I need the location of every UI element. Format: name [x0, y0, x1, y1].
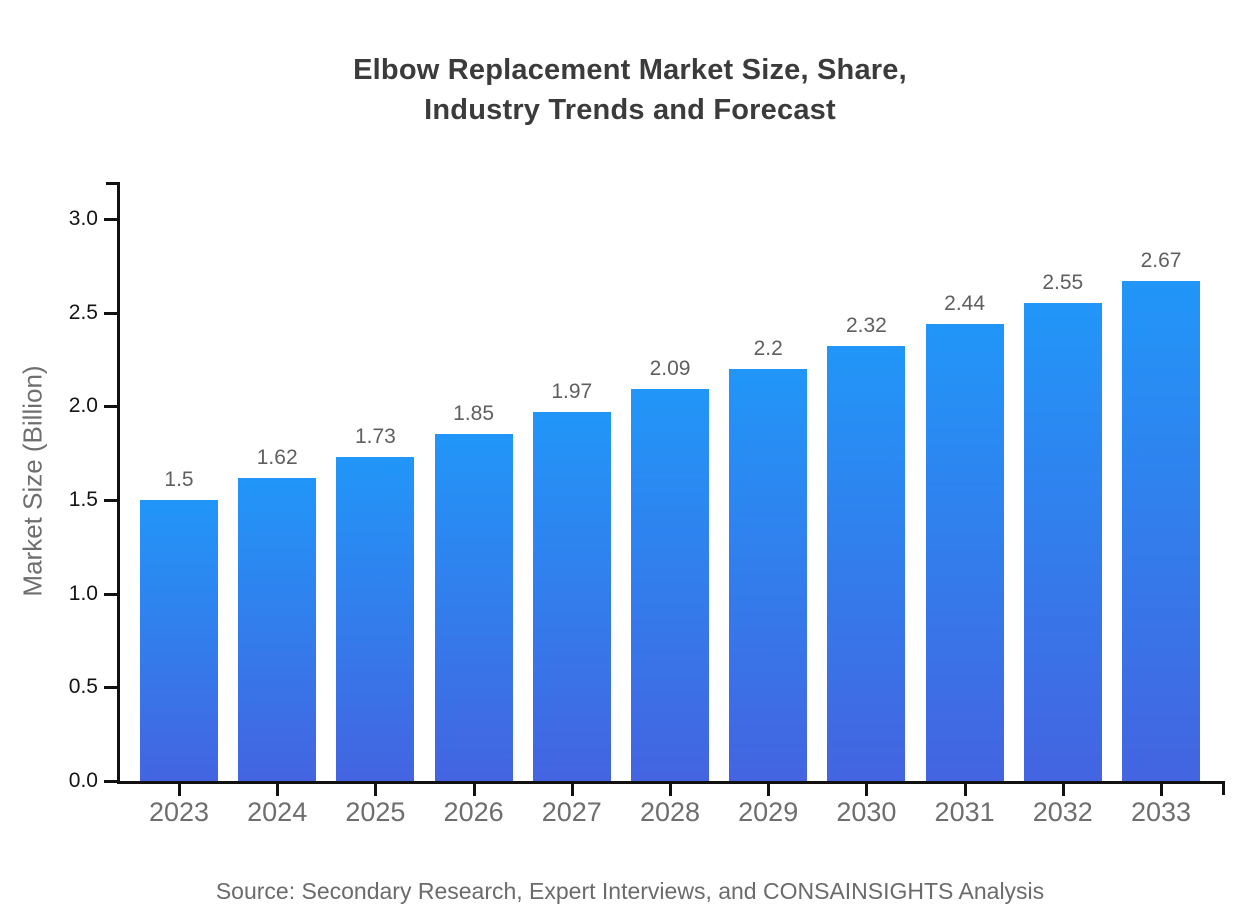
chart-title-line-1: Elbow Replacement Market Size, Share, [353, 54, 907, 86]
x-tick-2025 [374, 784, 378, 796]
x-tick-2029 [767, 784, 771, 796]
bar-2026 [434, 434, 513, 781]
x-tick-2031 [963, 784, 967, 796]
x-tick-2030 [865, 784, 869, 796]
chart-title-line-2: Industry Trends and Forecast [424, 94, 836, 126]
y-tick-label-2.0: 2.0 [68, 394, 98, 418]
x-tick-label-2027: 2027 [541, 797, 602, 827]
y-tick-0.0 [104, 780, 118, 783]
x-tick-label-2032: 2032 [1032, 797, 1093, 827]
y-tick-0.5 [104, 686, 118, 690]
x-axis-line [117, 781, 1225, 784]
y-tick-label-0.5: 0.5 [68, 675, 98, 699]
x-tick-label-2028: 2028 [639, 797, 701, 827]
bar-2028 [631, 389, 709, 781]
y-tick-2.0 [104, 405, 118, 409]
bar-2027 [532, 411, 611, 781]
x-tick-2032 [1061, 784, 1065, 796]
x-tick-label-2033: 2033 [1130, 797, 1192, 827]
bar-value-label-2031: 2.44 [944, 291, 986, 315]
bar-value-label-2028: 2.09 [649, 357, 691, 381]
bar-2032 [1023, 303, 1102, 781]
x-tick-label-2023: 2023 [148, 797, 210, 827]
bar-value-label-2024: 1.62 [256, 445, 298, 469]
bar-2033 [1122, 280, 1200, 781]
x-tick-label-2024: 2024 [247, 797, 308, 827]
y-tick-3.0 [104, 218, 118, 221]
y-tick-label-1.0: 1.0 [68, 581, 98, 605]
y-tick-1.5 [104, 499, 118, 502]
bar-value-label-2032: 2.55 [1042, 271, 1084, 295]
y-tick-label-1.5: 1.5 [68, 488, 98, 511]
x-tick-2024 [276, 784, 280, 796]
x-tick-2026 [472, 784, 476, 796]
y-axis-line [117, 182, 120, 784]
bar-value-label-2027: 1.97 [551, 379, 593, 403]
chart-title: Elbow Replacement Market Size, Share, In… [0, 50, 1260, 130]
bar-value-label-2026: 1.85 [453, 402, 495, 426]
x-tick-label-2026: 2026 [443, 797, 504, 827]
bar-2029 [729, 368, 808, 781]
y-axis-end-cap [106, 182, 117, 185]
x-tick-2028 [669, 784, 672, 796]
x-axis-end-cap [1222, 784, 1225, 795]
bar-value-label-2033: 2.67 [1140, 248, 1182, 272]
y-tick-label-0.0: 0.0 [68, 769, 98, 792]
bar-value-label-2030: 2.32 [845, 314, 887, 338]
bar-2025 [336, 456, 415, 781]
bar-value-label-2029: 2.2 [753, 336, 783, 360]
bar-2030 [827, 346, 906, 781]
y-tick-1.0 [104, 592, 118, 596]
x-tick-label-2025: 2025 [345, 797, 406, 827]
bar-value-label-2025: 1.73 [354, 424, 396, 448]
x-tick-2027 [570, 784, 574, 796]
bar-2023 [140, 500, 218, 781]
x-tick-2023 [178, 784, 181, 796]
y-tick-label-3.0: 3.0 [68, 207, 98, 230]
bar-value-label-2023: 1.5 [164, 468, 194, 491]
x-tick-label-2031: 2031 [934, 797, 995, 827]
x-tick-2033 [1160, 784, 1163, 796]
y-tick-label-2.5: 2.5 [68, 300, 98, 324]
x-tick-label-2030: 2030 [836, 797, 897, 827]
bar-2024 [238, 477, 317, 781]
x-tick-label-2029: 2029 [738, 797, 799, 827]
bar-2031 [925, 323, 1004, 781]
y-tick-2.5 [104, 311, 118, 315]
source-attribution: Source: Secondary Research, Expert Inter… [215, 878, 1045, 904]
